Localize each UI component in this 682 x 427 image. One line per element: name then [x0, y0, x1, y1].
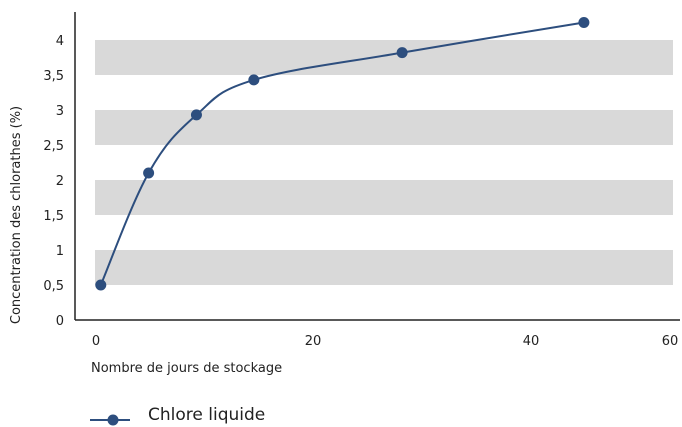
legend-label: Chlore liquide	[148, 405, 265, 425]
legend: Chlore liquide	[90, 405, 265, 426]
axes	[74, 12, 680, 321]
legend-marker	[107, 414, 119, 426]
y-tick-label: 0	[56, 314, 64, 329]
x-tick-label: 0	[92, 334, 100, 349]
y-axis-title: Concentration des chlorathes (%)	[9, 106, 24, 324]
y-tick-label: 2	[56, 174, 64, 189]
x-tick-labels: 0 20 40 60	[92, 334, 678, 349]
y-tick-label: 4	[56, 34, 64, 49]
series-line	[99, 21, 585, 286]
y-tick-label: 3,5	[43, 69, 64, 84]
grid-band	[95, 40, 673, 75]
data-point	[95, 279, 107, 291]
grid-band	[95, 180, 673, 215]
y-tick-label: 1,5	[43, 209, 64, 224]
data-point	[248, 74, 260, 86]
series-chlore-liquide	[95, 17, 590, 291]
y-tick-label: 3	[56, 104, 64, 119]
data-point	[143, 167, 155, 179]
x-axis-title: Nombre de jours de stockage	[91, 361, 282, 376]
data-point	[578, 17, 590, 28]
y-tick-label: 2,5	[43, 139, 64, 154]
x-tick-label: 60	[662, 334, 679, 349]
data-point	[190, 109, 202, 121]
y-tick-label: 1	[56, 244, 64, 259]
y-tick-label: 0,5	[43, 279, 64, 294]
x-tick-label: 20	[305, 334, 322, 349]
grid-band	[95, 250, 673, 285]
data-point	[396, 47, 408, 59]
grid-bands	[95, 40, 673, 285]
x-tick-label: 40	[523, 334, 540, 349]
y-tick-labels: 0 0,5 1 1,5 2 2,5 3 3,5 4	[43, 34, 64, 329]
